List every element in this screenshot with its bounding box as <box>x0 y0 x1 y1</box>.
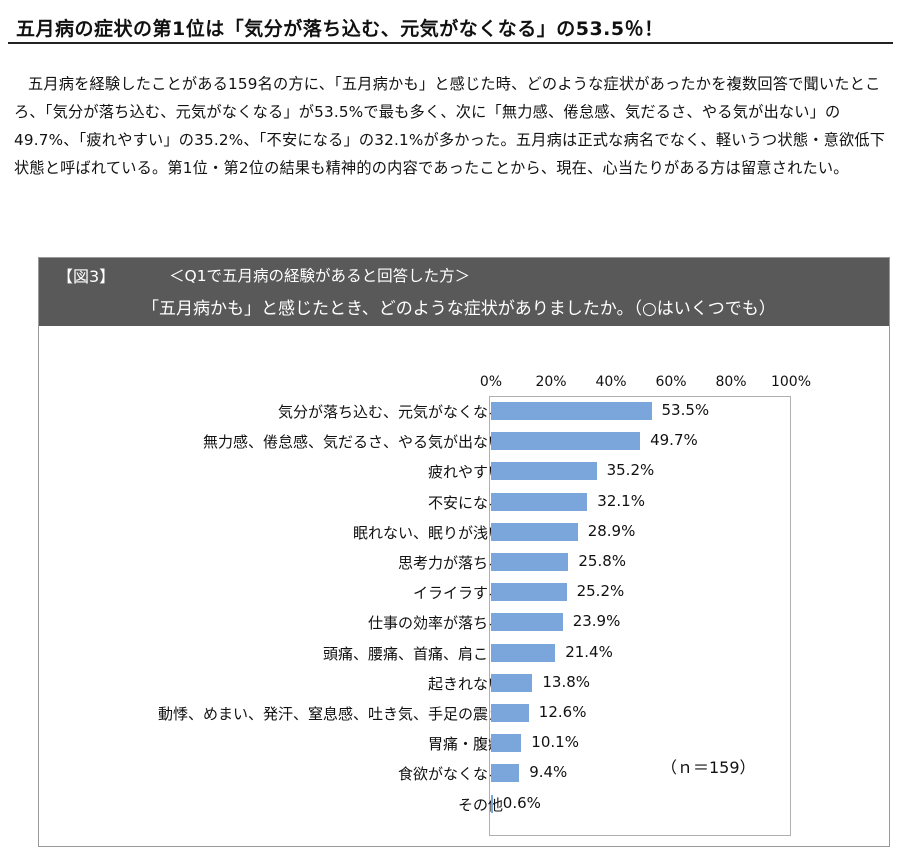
x-tick-label: 100% <box>770 374 812 390</box>
category-label: 頭痛、腰痛、首痛、肩こり <box>322 644 503 663</box>
bar <box>491 522 578 541</box>
plot-frame <box>489 396 791 836</box>
body-paragraph: 五月病を経験したことがある159名の方に、「五月病かも」と感じた時、どのような症… <box>14 75 886 177</box>
bar-value-label: 13.8% <box>542 672 591 691</box>
headline-bar: 五月病の症状の第1位は「気分が落ち込む、元気がなくなる」の53.5％！ <box>8 6 893 44</box>
category-label: 疲れやすい <box>427 463 503 482</box>
bar <box>491 432 641 451</box>
category-label: 思考力が落ちる <box>397 554 503 572</box>
bar <box>491 673 533 692</box>
figure-subtitle: ＜Q1で五月病の経験があると回答した方＞ <box>169 267 471 285</box>
bar-value-label: 28.9% <box>587 521 636 540</box>
bar <box>491 492 588 511</box>
bar-value-label: 12.6% <box>538 703 587 721</box>
bar-value-label: 23.9% <box>572 612 621 631</box>
category-label: 無力感、倦怠感、気だるさ、やる気が出ない <box>202 433 503 452</box>
sample-size-note: （ｎ＝159） <box>661 758 756 777</box>
bar <box>491 704 529 722</box>
category-label: 動悸、めまい、発汗、窒息感、吐き気、手足の震え <box>157 705 503 723</box>
bar-value-label: 25.8% <box>578 552 627 570</box>
bar <box>491 583 567 602</box>
x-tick-label: 60% <box>655 374 687 390</box>
x-tick-label: 0% <box>479 374 503 390</box>
bar-value-label: 0.6% <box>502 793 541 812</box>
bar-value-label: 53.5% <box>661 401 710 419</box>
bar <box>491 734 522 753</box>
category-label: 不安になる <box>427 493 503 512</box>
bar-value-label: 32.1% <box>597 491 645 510</box>
bar <box>491 462 597 481</box>
bar <box>491 794 493 813</box>
bar-value-label: 35.2% <box>606 461 655 480</box>
x-tick-label: 40% <box>595 374 627 390</box>
x-tick-label: 20% <box>535 374 567 390</box>
figure-label: 【図3】 <box>57 267 116 286</box>
category-label: 胃痛・腹痛 <box>427 735 503 754</box>
x-tick-label: 80% <box>715 374 747 390</box>
category-label: 眠れない、眠りが浅い <box>352 523 503 542</box>
category-label: 起きれない <box>427 674 503 693</box>
figure-box: 【図3】 ＜Q1で五月病の経験があると回答した方＞ 「五月病かも」と感じたとき、… <box>38 257 890 847</box>
bar <box>491 764 520 783</box>
bar <box>491 613 563 632</box>
bar-value-label: 10.1% <box>531 733 579 752</box>
category-label: イライラする <box>412 584 503 603</box>
category-label: 仕事の効率が落ちる <box>367 614 503 633</box>
bar-value-label: 21.4% <box>565 642 613 661</box>
figure-question: 「五月病かも」と感じたとき、どのような症状がありましたか。（○はいくつでも） <box>142 299 776 319</box>
category-label: 気分が落ち込む、元気がなくなる <box>277 403 503 421</box>
bar-value-label: 25.2% <box>576 582 625 601</box>
headline: 五月病の症状の第1位は「気分が落ち込む、元気がなくなる」の53.5％！ <box>16 18 664 40</box>
bar-value-label: 9.4% <box>529 763 568 782</box>
bar <box>491 553 569 571</box>
figure-header: 【図3】 ＜Q1で五月病の経験があると回答した方＞ 「五月病かも」と感じたとき、… <box>39 258 889 326</box>
category-label: 食欲がなくなる <box>397 765 503 784</box>
bar-value-label: 49.7% <box>650 431 698 450</box>
bar-chart: （ｎ＝159） 0% 20% 40% 60% 80% 100% 気分が落ち込む、元気がなくな… <box>39 326 889 846</box>
category-label: その他 <box>457 795 503 814</box>
bar <box>491 643 556 662</box>
bar <box>491 402 652 420</box>
